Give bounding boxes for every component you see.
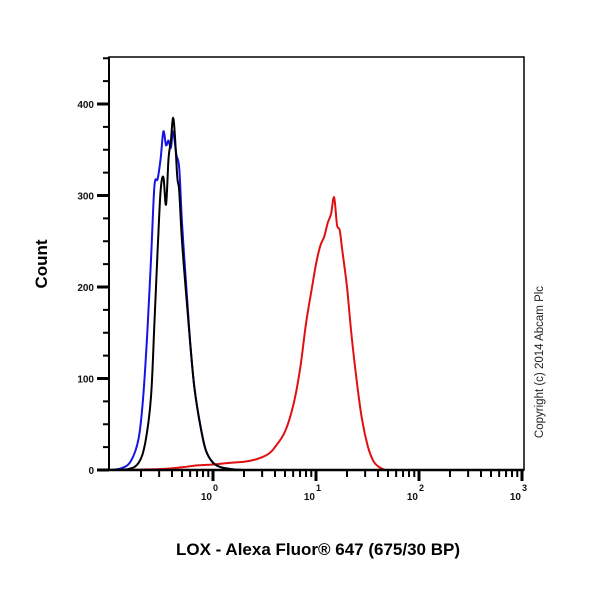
x-tick-label: 10 — [201, 492, 213, 503]
x-tick-exponent: 1 — [316, 483, 321, 493]
x-tick-exponent: 0 — [213, 483, 218, 493]
y-tick-label: 100 — [77, 375, 94, 386]
x-axis-title: LOX - Alexa Fluor® 647 (675/30 BP) — [176, 540, 460, 559]
y-tick-label: 200 — [77, 283, 94, 294]
y-tick-label: 300 — [77, 192, 94, 203]
y-tick-label: 400 — [77, 100, 94, 111]
x-tick-label: 10 — [304, 492, 316, 503]
y-axis-title: Count — [32, 239, 51, 288]
y-tick-label: 0 — [88, 466, 94, 477]
copyright-notice: Copyright (c) 2014 Abcam Plc — [534, 286, 546, 438]
x-tick-label: 10 — [510, 492, 522, 503]
x-tick-exponent: 2 — [419, 483, 424, 493]
x-tick-label: 10 — [407, 492, 419, 503]
series-line-lox-antibody — [109, 196, 523, 471]
x-tick-exponent: 3 — [522, 483, 527, 493]
